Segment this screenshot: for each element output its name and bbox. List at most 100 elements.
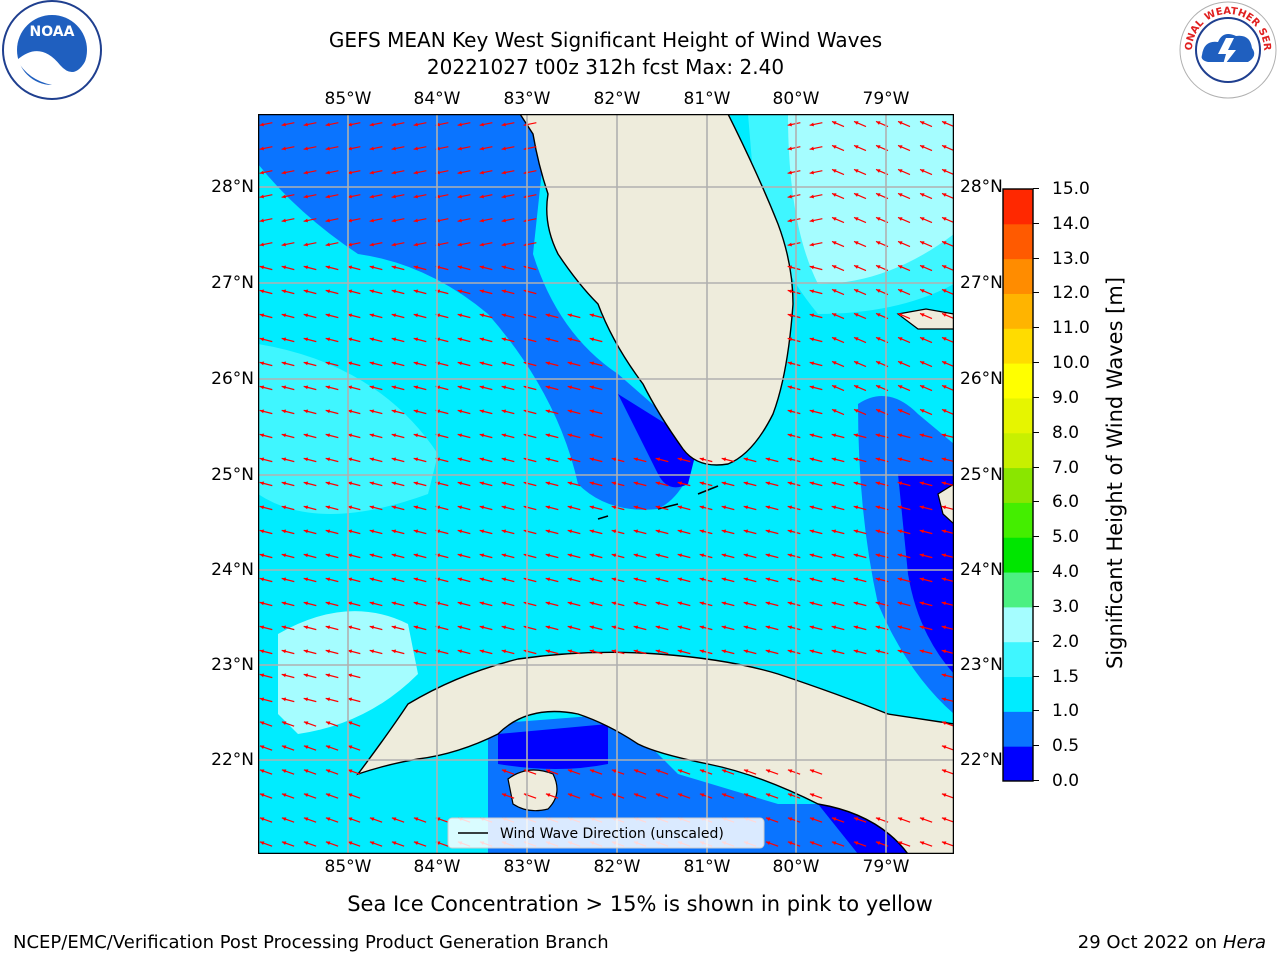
wind-wave-arrow: [787, 385, 801, 391]
wind-wave-arrow: [831, 601, 845, 607]
wind-wave-arrow: [369, 457, 383, 463]
wind-wave-arrow: [369, 170, 383, 175]
wind-wave-arrow: [721, 481, 735, 487]
wind-wave-arrow: [259, 457, 273, 463]
wind-wave-arrow: [831, 481, 845, 487]
wind-wave-arrow: [655, 649, 669, 655]
footer-date-text: 29 Oct 2022 on: [1077, 932, 1223, 953]
wind-wave-arrow: [479, 457, 493, 463]
wind-wave-arrow: [303, 457, 317, 463]
wind-wave-arrow: [831, 577, 845, 583]
wind-wave-arrow: [765, 481, 779, 487]
wind-wave-arrow: [303, 218, 317, 223]
wind-wave-arrow: [897, 408, 911, 416]
wind-wave-arrow: [919, 505, 933, 511]
wind-wave-arrow: [567, 529, 581, 535]
wave-contour-dark-south-west: [498, 724, 608, 769]
wind-wave-arrow: [259, 146, 273, 151]
wind-wave-arrow: [787, 194, 801, 199]
wind-wave-arrow: [391, 625, 405, 631]
wind-wave-arrow: [853, 120, 867, 128]
wind-wave-arrow: [633, 577, 647, 583]
lat-label-left: 28°N: [211, 177, 254, 197]
wind-wave-arrow: [699, 529, 713, 535]
wind-wave-arrow: [655, 769, 669, 775]
wind-wave-arrow: [281, 769, 295, 775]
wind-wave-arrow: [281, 601, 295, 607]
wind-wave-arrow: [347, 745, 361, 751]
wind-wave-arrow: [303, 553, 317, 559]
wind-wave-arrow: [369, 841, 383, 847]
wind-wave-arrow: [743, 793, 757, 799]
wind-wave-arrow: [721, 793, 735, 799]
wind-wave-arrow: [765, 529, 779, 535]
wind-wave-arrow: [281, 313, 295, 319]
wind-wave-arrow: [787, 577, 801, 583]
colorbar-tick-mark: [1033, 188, 1039, 189]
colorbar-tick-mark: [1033, 222, 1039, 224]
wind-wave-arrow: [611, 529, 625, 535]
wind-wave-arrow: [347, 601, 361, 607]
wind-wave-arrow: [699, 577, 713, 583]
wind-wave-arrow: [787, 289, 801, 295]
wind-wave-arrow: [413, 361, 427, 367]
wind-wave-arrow: [721, 457, 735, 463]
wind-wave-arrow: [831, 817, 845, 823]
wind-wave-arrow: [501, 385, 515, 391]
wind-wave-arrow: [567, 313, 581, 319]
wind-wave-arrow: [897, 457, 911, 463]
colorbar-tick-mark: [1033, 675, 1039, 677]
wind-wave-arrow: [611, 505, 625, 511]
wind-wave-arrow: [699, 457, 713, 463]
wind-wave-arrow: [391, 218, 405, 223]
wind-wave-arrow: [501, 577, 515, 583]
wind-wave-arrow: [765, 457, 779, 463]
footer-date: 29 Oct 2022 on Hera: [1078, 932, 1266, 954]
map-frame: [258, 114, 954, 854]
wind-wave-arrow: [809, 529, 823, 535]
wind-wave-arrow: [919, 577, 933, 583]
wind-wave-arrow: [347, 505, 361, 511]
wind-wave-arrow: [897, 649, 911, 655]
wind-wave-arrow: [941, 649, 954, 655]
wind-wave-arrow: [413, 625, 427, 631]
wind-wave-arrow: [655, 481, 669, 487]
wind-wave-arrow: [347, 529, 361, 535]
wind-wave-arrow: [369, 433, 383, 439]
wind-wave-arrow: [303, 529, 317, 535]
wind-wave-arrow: [457, 265, 471, 271]
colorbar-segment: [1003, 189, 1033, 225]
wind-wave-arrow: [831, 168, 845, 176]
wind-wave-arrow: [413, 289, 427, 295]
wind-wave-arrow: [303, 265, 317, 271]
wind-wave-arrow: [479, 433, 493, 439]
colorbar-tick-mark: [1033, 745, 1039, 747]
wind-wave-arrow: [809, 146, 823, 151]
wind-wave-arrow: [259, 218, 273, 223]
wind-wave-arrow: [743, 505, 757, 511]
wind-wave-arrow: [941, 336, 954, 344]
wind-wave-arrow: [479, 529, 493, 535]
wind-wave-arrow: [567, 505, 581, 511]
wind-wave-arrow: [853, 168, 867, 176]
wind-wave-arrow: [567, 577, 581, 583]
colorbar-tick-mark: [1033, 536, 1039, 538]
wind-wave-arrow: [831, 264, 845, 272]
lat-label-right: 26°N: [960, 369, 1003, 389]
wind-wave-arrow: [413, 337, 427, 343]
colorbar-tick-label: 12.0: [1052, 283, 1090, 304]
wind-wave-arrow: [919, 457, 933, 463]
legend-label: Wind Wave Direction (unscaled): [500, 826, 724, 842]
wind-wave-arrow: [347, 433, 361, 439]
wind-wave-arrow: [281, 721, 295, 727]
wind-wave-arrow: [303, 170, 317, 175]
wind-wave-arrow: [501, 625, 515, 631]
wind-wave-arrow: [303, 745, 317, 751]
wind-wave-arrow: [743, 769, 757, 775]
wind-wave-arrow: [501, 242, 515, 247]
wind-wave-arrow: [721, 529, 735, 535]
wind-wave-arrow: [457, 529, 471, 535]
wind-wave-arrow: [567, 409, 581, 415]
wind-wave-arrow: [281, 433, 295, 439]
wind-wave-arrow: [655, 553, 669, 559]
